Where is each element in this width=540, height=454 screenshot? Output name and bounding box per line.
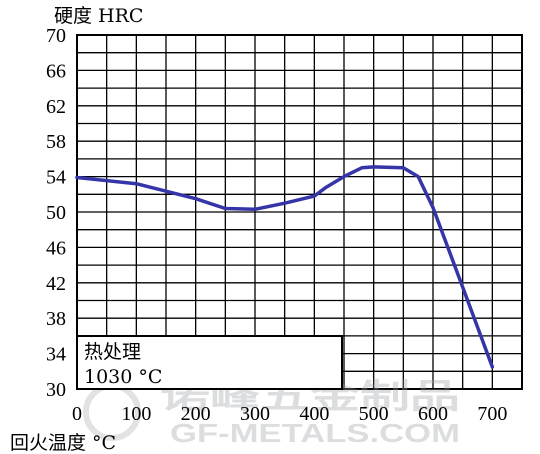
- x-tick-labels: 0 100 200 300 400 500 600 700: [72, 403, 507, 425]
- annotation-box: [76, 335, 343, 390]
- x-tick-label: 300: [240, 403, 270, 425]
- y-tick-label: 70: [46, 25, 66, 47]
- hardness-curve: [75, 165, 495, 369]
- x-tick-label: 0: [72, 403, 82, 425]
- y-tick-label: 30: [46, 379, 66, 401]
- watermark-en: GF-METALS.COM: [170, 418, 460, 448]
- y-tick-label: 38: [46, 308, 66, 330]
- annotation-line1: 热处理: [84, 341, 141, 363]
- x-tick-label: 200: [181, 403, 211, 425]
- y-tick-label: 62: [46, 96, 66, 118]
- y-tick-labels: 30 34 38 42 46 50 54 58 62 66 70: [46, 25, 66, 401]
- x-tick-label: 400: [299, 403, 329, 425]
- x-tick-label: 700: [477, 403, 507, 425]
- y-tick-label: 66: [46, 60, 66, 82]
- series-layer: [75, 165, 495, 369]
- annotation-line2: 1030 °C: [84, 366, 162, 388]
- heat-treatment-annotation: 热处理 1030 °C: [76, 335, 343, 390]
- y-tick-label: 54: [46, 167, 66, 189]
- x-tick-label: 100: [121, 403, 151, 425]
- y-tick-label: 46: [46, 237, 66, 259]
- y-tick-label: 50: [46, 202, 66, 224]
- y-tick-label: 58: [46, 131, 66, 153]
- y-axis-title: 硬度 HRC: [54, 5, 143, 27]
- x-tick-label: 500: [359, 403, 389, 425]
- y-tick-label: 34: [46, 344, 66, 366]
- x-axis-title: 回火温度 °C: [10, 432, 116, 454]
- x-tick-label: 600: [418, 403, 448, 425]
- y-tick-label: 42: [46, 273, 66, 295]
